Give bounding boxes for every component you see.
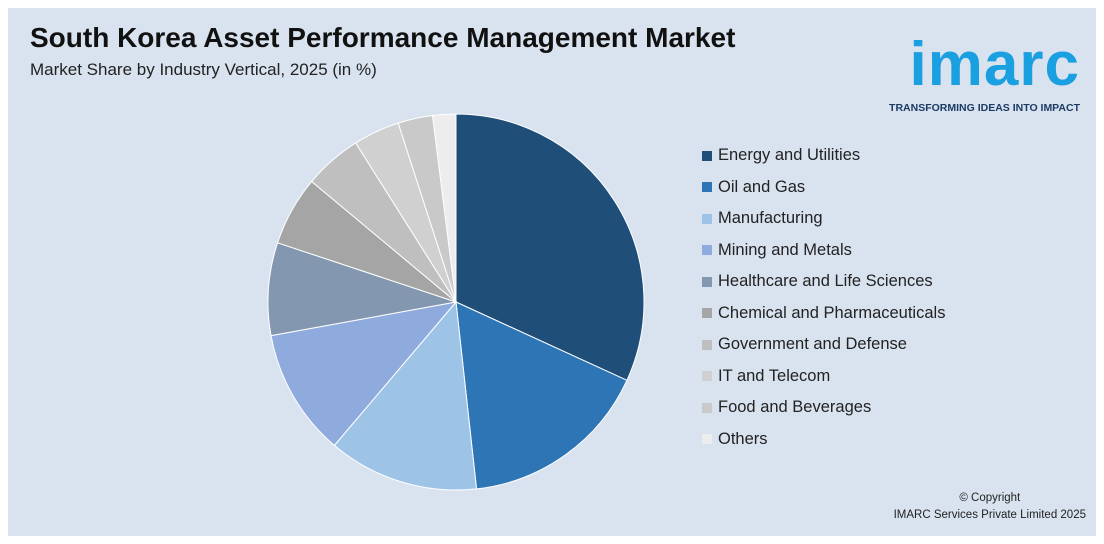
legend-item: Energy and Utilities [702,140,945,172]
legend-swatch [702,434,712,445]
legend-swatch [702,308,712,319]
legend-item: Government and Defense [702,329,945,361]
pie-slice-energy-and-utilities [455,113,645,382]
copyright-line-2: IMARC Services Private Limited 2025 [893,509,1086,521]
legend-swatch [702,213,712,224]
pie-chart [267,113,645,491]
legend-label: Energy and Utilities [718,146,861,165]
copyright-line-1: © Copyright [959,492,1021,504]
legend-item: Food and Beverages [702,392,945,424]
legend-item: Healthcare and Life Sciences [702,266,945,298]
copyright: © Copyright IMARC Services Private Limit… [894,490,1086,524]
legend-item: Manufacturing [702,203,945,235]
legend-item: IT and Telecom [702,361,945,393]
legend-label: Manufacturing [718,209,823,228]
legend-label: Others [718,429,768,448]
pie-slice-mining-and-metals [270,301,458,447]
imarc-logo: imarc TRANSFORMING IDEAS INTO IMPACT [869,16,1084,116]
chart-frame: South Korea Asset Performance Management… [8,8,1096,536]
legend-swatch [702,276,712,287]
legend-item: Oil and Gas [702,172,945,204]
legend-label: Government and Defense [718,335,907,354]
legend-swatch [702,150,712,161]
legend-label: Chemical and Pharmaceuticals [718,303,946,322]
legend-label: Oil and Gas [718,177,806,196]
logo-tagline: TRANSFORMING IDEAS INTO IMPACT [889,102,1080,114]
legend-label: Mining and Metals [718,240,852,259]
pie-slice-oil-and-gas [455,301,628,490]
legend-swatch [702,371,712,382]
chart-subtitle: Market Share by Industry Vertical, 2025 … [30,60,377,79]
legend-label: Healthcare and Life Sciences [718,272,933,291]
logo-wordmark: imarc [909,30,1080,99]
legend-item: Chemical and Pharmaceuticals [702,298,945,330]
legend-label: IT and Telecom [718,366,831,385]
chart-title: South Korea Asset Performance Management… [30,22,736,53]
legend-swatch [702,182,712,193]
legend-swatch [702,245,712,256]
legend-label: Food and Beverages [718,398,872,417]
pie-slice-others [431,113,457,303]
legend-item: Others [702,424,945,456]
pie-slice-healthcare-and-life-sciences [267,242,457,337]
pie-slice-manufacturing [333,300,478,491]
legend-item: Mining and Metals [702,235,945,267]
chart-legend: Energy and Utilities Oil and Gas Manufactu… [702,140,945,455]
legend-swatch [702,402,712,413]
legend-swatch [702,339,712,350]
